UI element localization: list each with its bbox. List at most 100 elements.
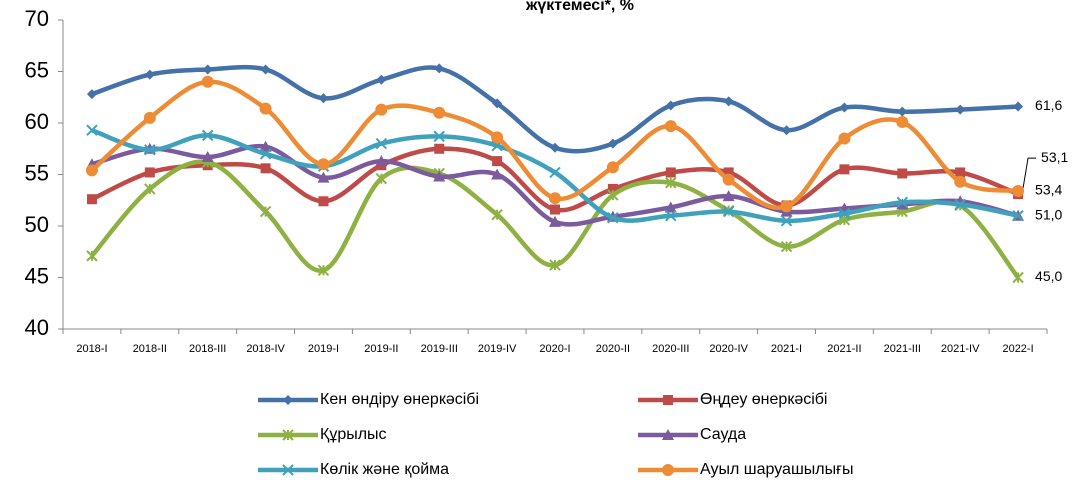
marker (492, 98, 503, 109)
marker (722, 190, 735, 202)
x-tick-label: 2020-II (596, 343, 630, 355)
marker (85, 164, 98, 177)
marker (1012, 271, 1024, 284)
x-tick-label: 2019-II (364, 343, 398, 355)
marker (665, 100, 676, 111)
marker (433, 106, 446, 119)
marker (144, 167, 155, 178)
marker (86, 250, 98, 262)
marker (318, 93, 329, 104)
marker (283, 395, 293, 405)
value-label: 61,6 (1035, 97, 1062, 113)
y-tick-label: 45 (25, 263, 49, 288)
x-tick-label: 2021-IV (941, 343, 980, 355)
marker (433, 170, 446, 182)
y-tick-label: 55 (25, 160, 49, 185)
x-tick-label: 2021-I (771, 343, 802, 355)
marker (955, 104, 966, 115)
marker (1012, 209, 1024, 222)
marker (317, 158, 330, 171)
x-tick-label: 2021-III (884, 343, 921, 355)
marker (723, 167, 734, 178)
legend-label: Кен өндіру өнеркәсібі (320, 391, 479, 408)
marker (492, 156, 503, 167)
x-tick-label: 2018-IV (246, 343, 285, 355)
marker (550, 142, 560, 153)
marker (549, 215, 561, 227)
marker (780, 215, 793, 227)
marker (607, 212, 619, 224)
marker (896, 115, 909, 128)
marker (434, 143, 445, 154)
y-tick-label: 65 (25, 57, 49, 82)
value-label: 45,0 (1035, 268, 1062, 284)
marker (607, 189, 619, 201)
marker (549, 259, 561, 271)
marker (282, 429, 294, 441)
marker (259, 205, 272, 218)
marker (201, 75, 214, 88)
marker (607, 183, 618, 194)
marker (665, 209, 677, 222)
marker (723, 96, 734, 107)
marker (491, 208, 503, 221)
x-tick-label: 2021-II (827, 343, 861, 355)
value-label: 53,4 (1035, 182, 1062, 198)
marker (664, 201, 677, 213)
x-tick-label: 2020-III (652, 343, 689, 355)
x-tick-label: 2018-I (76, 343, 107, 355)
x-tick-label: 2020-I (539, 343, 570, 355)
marker (259, 102, 272, 115)
marker (606, 161, 619, 174)
x-tick-label: 2019-IV (478, 343, 517, 355)
marker (143, 111, 156, 124)
y-tick-label: 60 (25, 109, 49, 134)
marker (664, 120, 677, 133)
marker (260, 64, 271, 75)
marker (897, 168, 908, 179)
marker (838, 207, 851, 220)
marker (780, 240, 793, 253)
marker (896, 196, 909, 209)
leader-line (1021, 157, 1037, 195)
marker (955, 167, 966, 178)
marker (86, 89, 97, 100)
marker (954, 175, 967, 188)
legend-label: Өңдеу өнеркәсібі (700, 391, 827, 408)
marker (318, 196, 329, 207)
y-tick-label: 40 (25, 315, 49, 340)
marker (665, 167, 676, 178)
marker (954, 198, 966, 211)
marker (491, 131, 504, 144)
marker (549, 166, 561, 179)
marker (260, 163, 271, 174)
y-tick-label: 50 (25, 212, 49, 237)
chart-title: жүктемесі*, % (525, 0, 634, 14)
legend-label: Құрылыс (320, 426, 387, 443)
marker (282, 464, 294, 476)
x-tick-label: 2019-I (308, 343, 339, 355)
marker (376, 74, 387, 85)
marker (201, 129, 214, 142)
value-label: 53,1 (1041, 149, 1068, 165)
marker (259, 148, 272, 160)
marker (317, 171, 330, 183)
legend-label: Ауыл шаруашылығы (700, 461, 853, 478)
marker (144, 69, 155, 80)
marker (491, 168, 504, 180)
marker (375, 137, 388, 150)
marker (1012, 184, 1025, 197)
marker (663, 395, 673, 405)
marker (1013, 101, 1024, 112)
marker (781, 125, 792, 136)
marker (662, 464, 674, 476)
x-tick-label: 2022-I (1002, 343, 1033, 355)
legend-label: Көлік және қойма (320, 461, 449, 478)
value-label: 51,0 (1035, 206, 1062, 222)
marker (433, 130, 445, 143)
marker (201, 150, 214, 162)
y-tick-label: 70 (25, 6, 49, 31)
marker (375, 155, 388, 167)
x-tick-label: 2018-III (189, 343, 226, 355)
legend-label: Сауда (700, 426, 746, 443)
